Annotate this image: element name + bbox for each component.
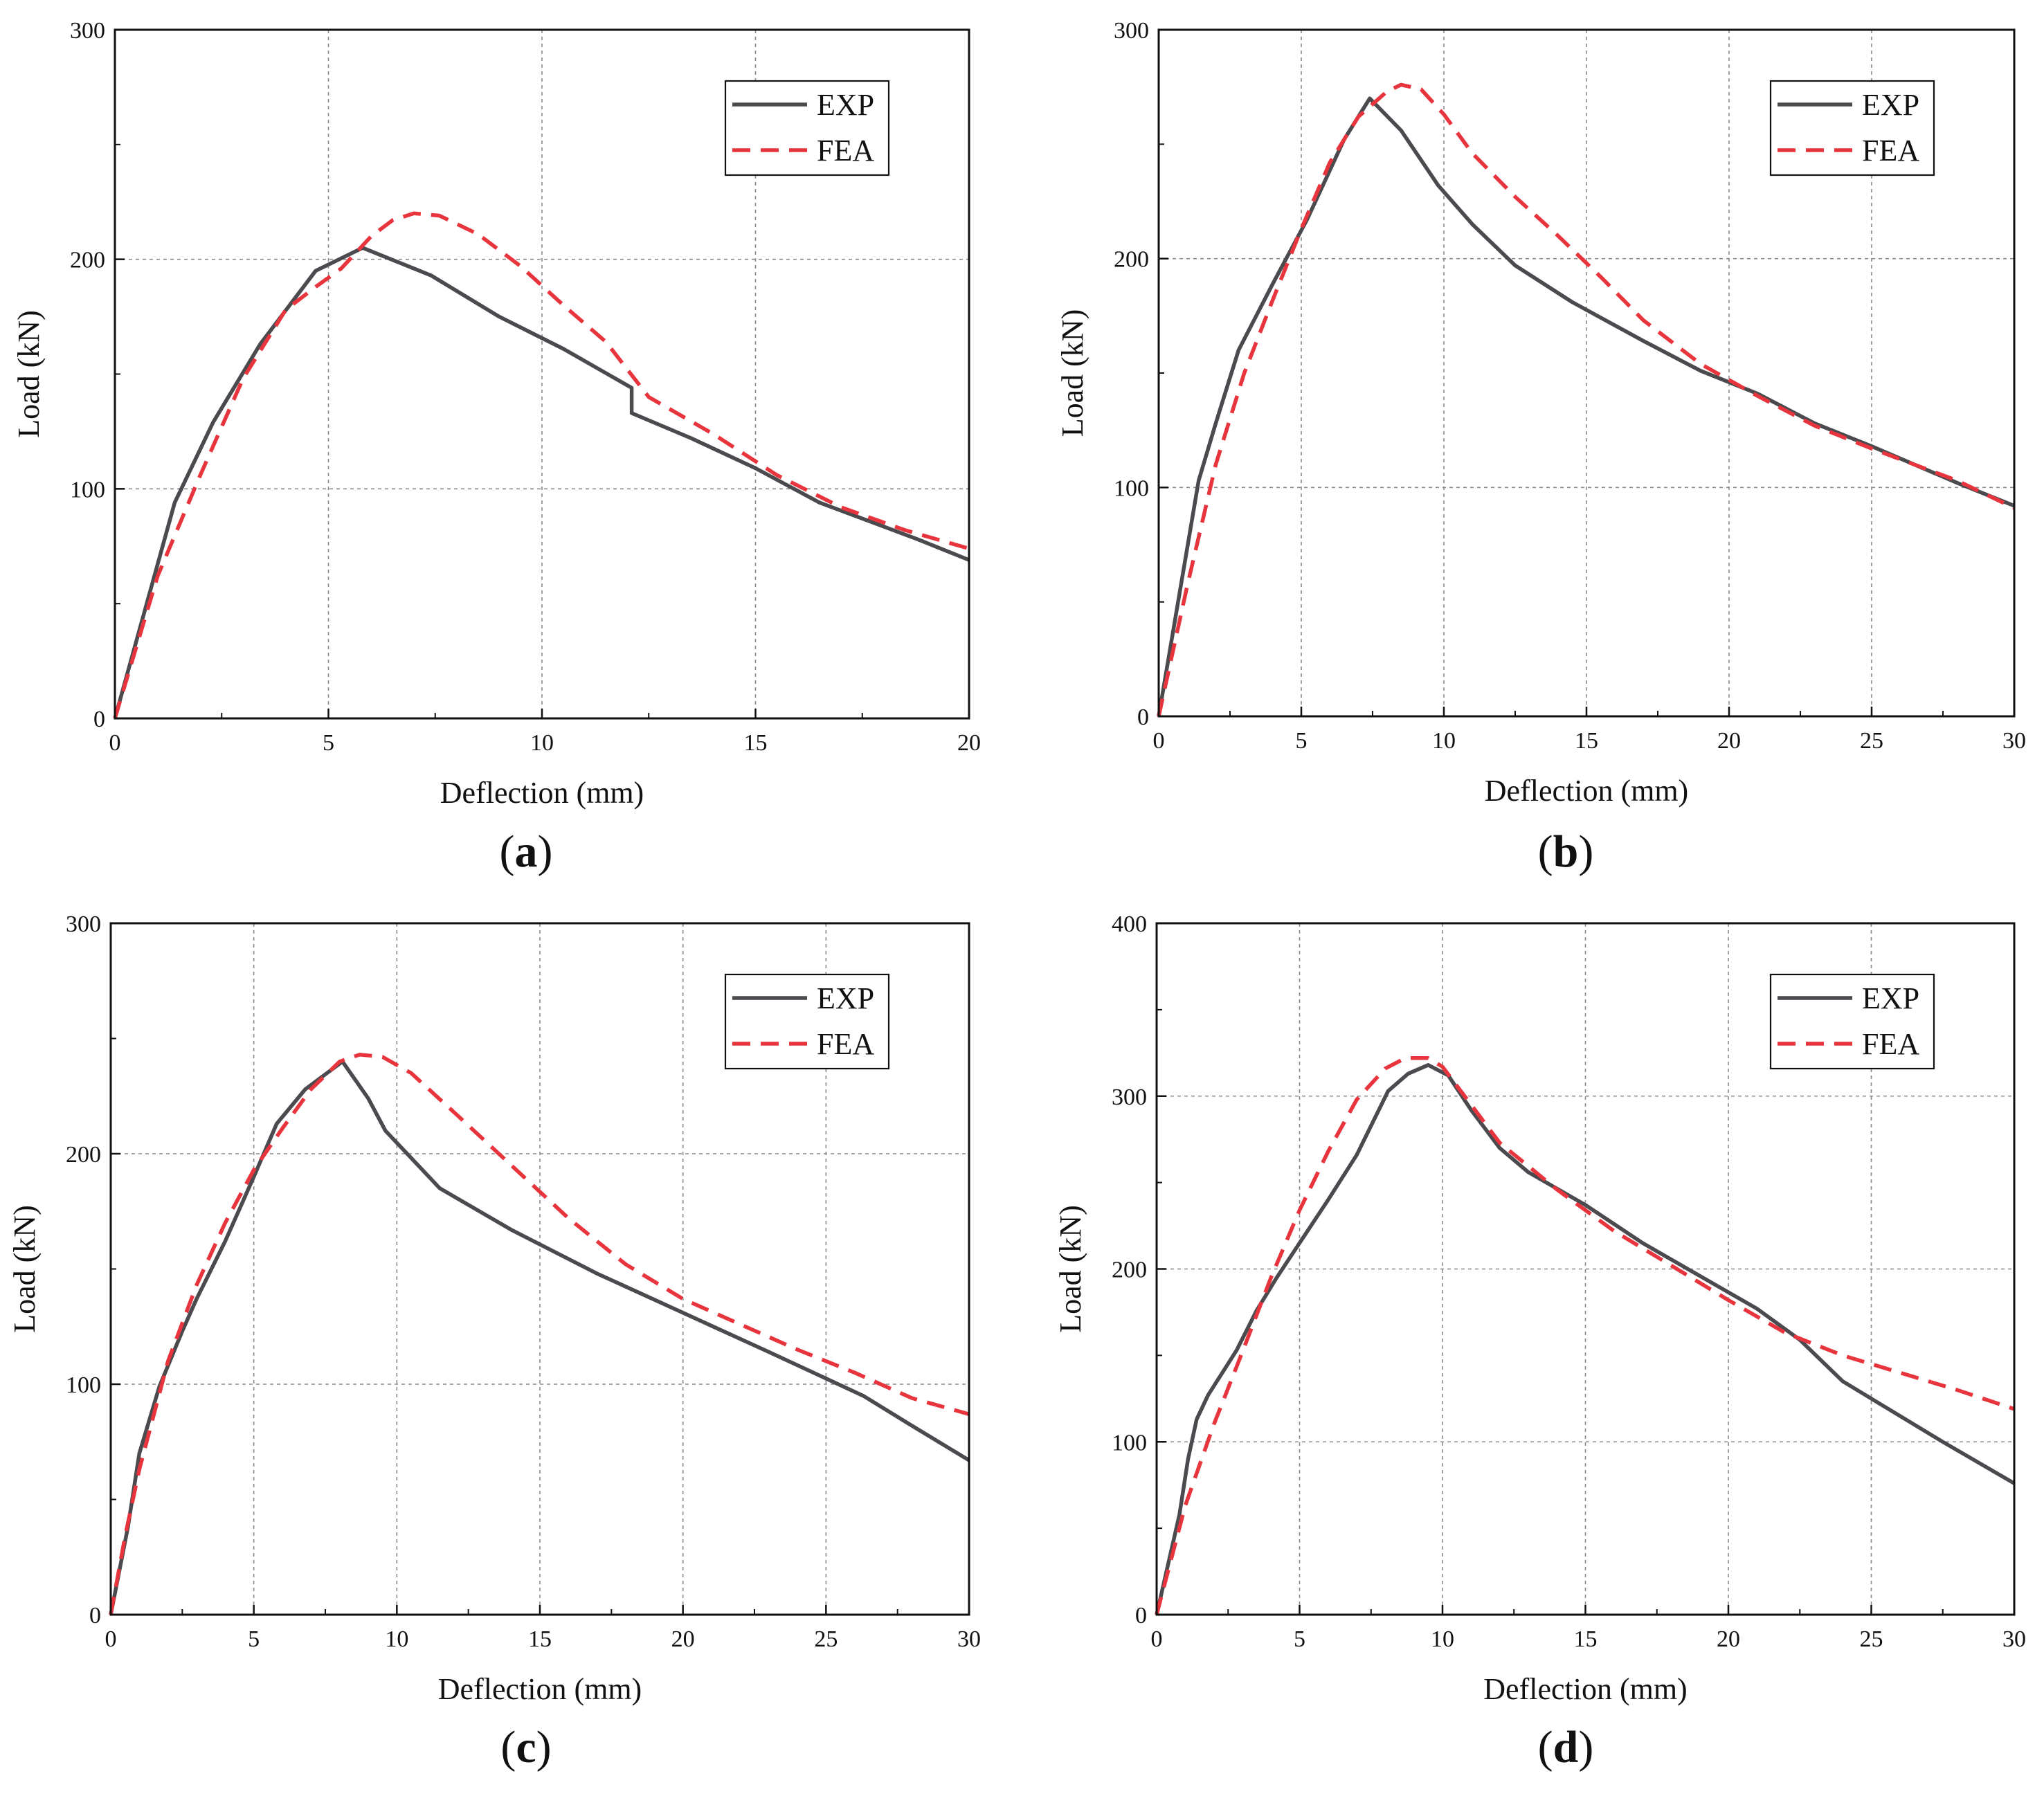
panel-c-legend-label-exp: EXP: [817, 981, 874, 1015]
panel-c-xtick-label: 10: [385, 1626, 408, 1652]
panel-d-legend: EXP FEA: [1769, 973, 1935, 1070]
panel-a-legend-label-exp: EXP: [817, 88, 874, 122]
panel-a-ytick-label: 200: [70, 248, 105, 273]
panel-a-ytick-label: 100: [70, 477, 105, 502]
panel-d-ytick-label: 100: [1112, 1430, 1147, 1455]
panel-d-xtick-label: 0: [1151, 1626, 1163, 1652]
panel-d-xtick-label: 20: [1717, 1626, 1740, 1652]
panel-d-xtick-label: 5: [1294, 1626, 1305, 1652]
panel-a-xtick-label: 0: [109, 730, 121, 756]
panel-c-xtick-label: 25: [814, 1626, 838, 1652]
panel-a-ytick-label: 300: [70, 18, 105, 44]
panel-c-caption: (c): [500, 1722, 551, 1772]
panel-c-xtick-label: 5: [248, 1626, 260, 1652]
panel-c-series-exp: [109, 1060, 970, 1615]
panel-c-ytick-label: 0: [89, 1603, 101, 1629]
panel-b-series-exp: [1157, 96, 2016, 717]
panel-d-ytick-label: 400: [1112, 911, 1147, 937]
panel-d-xtick-label: 15: [1574, 1626, 1598, 1652]
panel-c-legend-label-fea: FEA: [817, 1027, 874, 1061]
panel-b-xtick-label: 0: [1153, 728, 1165, 754]
panel-c-xtick-label: 0: [105, 1626, 117, 1652]
panel-d-legend-label-exp: EXP: [1862, 981, 1919, 1015]
panel-b-ylabel: Load (kN): [1056, 309, 1089, 437]
panel-b-legend: EXP FEA: [1769, 80, 1935, 176]
panel-a-xlabel: Deflection (mm): [440, 776, 644, 810]
panel-d-series-exp: [1155, 1063, 2016, 1615]
panel-c-series-fea: [109, 1053, 970, 1615]
panel-b-xtick-label: 5: [1296, 728, 1308, 754]
panel-a-xtick-label: 15: [744, 730, 768, 756]
panel-a-xtick-label: 10: [530, 730, 554, 756]
panel-d-series-fea: [1155, 1056, 2015, 1615]
panel-b-ytick-label: 200: [1114, 247, 1149, 273]
panel-d-xtick-label: 25: [1860, 1626, 1883, 1652]
panel-d-ylabel: Load (kN): [1053, 1205, 1087, 1333]
panel-d-ytick-label: 300: [1112, 1085, 1147, 1110]
panel-b-legend-box: [1769, 80, 1935, 176]
panel-c-legend: EXP FEA: [724, 973, 890, 1070]
panel-a-ylabel: Load (kN): [12, 310, 46, 438]
panel-b-xtick-label: 20: [1717, 728, 1741, 754]
panel-c-ytick-label: 300: [66, 911, 101, 937]
panel-d-legend-label-fea: FEA: [1862, 1027, 1919, 1061]
panel-b-xtick-label: 30: [2002, 728, 2026, 754]
panel-b-ytick-label: 100: [1114, 475, 1149, 501]
panel-b-ytick-label: 300: [1114, 18, 1149, 44]
panel-a-legend: EXP FEA: [724, 80, 890, 176]
panel-a-series-fea: [113, 211, 970, 719]
panel-b-xtick-label: 25: [1860, 728, 1883, 754]
panel-b-caption: (b): [1538, 826, 1594, 877]
panel-b-series-fea: [1157, 82, 2016, 717]
panel-c-legend-box: [724, 973, 890, 1070]
panel-d-xtick-label: 10: [1431, 1626, 1454, 1652]
panel-a-xtick-label: 5: [323, 730, 334, 756]
panel-b-xtick-label: 10: [1432, 728, 1456, 754]
panel-b-legend-label-exp: EXP: [1862, 88, 1919, 122]
panel-c-xtick-label: 20: [671, 1626, 695, 1652]
panel-a-ytick-label: 0: [93, 707, 105, 732]
panel-a-legend-label-fea: FEA: [817, 134, 874, 167]
panel-b-xlabel: Deflection (mm): [1485, 774, 1688, 808]
panel-d-legend-box: [1769, 973, 1935, 1070]
panel-d-xlabel: Deflection (mm): [1483, 1672, 1687, 1706]
panel-c-ylabel: Load (kN): [8, 1205, 42, 1333]
panel-a-xtick-label: 20: [957, 730, 981, 756]
panel-d-ytick-label: 200: [1112, 1258, 1147, 1283]
panel-b-xtick-label: 15: [1575, 728, 1598, 754]
panel-c-ytick-label: 100: [66, 1372, 101, 1398]
panel-a-caption: (a): [500, 826, 553, 877]
panel-d-xtick-label: 30: [2002, 1626, 2026, 1652]
panel-b-legend-label-fea: FEA: [1862, 134, 1919, 167]
panel-a-legend-box: [724, 80, 890, 176]
panel-c-xtick-label: 15: [528, 1626, 552, 1652]
panel-c-xtick-label: 30: [957, 1626, 981, 1652]
panel-b-ytick-label: 0: [1137, 705, 1149, 730]
panel-a-series-exp: [113, 246, 970, 719]
panel-d-caption: (d): [1538, 1722, 1594, 1772]
panel-d-ytick-label: 0: [1135, 1603, 1147, 1629]
panel-c-ytick-label: 200: [66, 1142, 101, 1168]
panel-c-xlabel: Deflection (mm): [438, 1672, 642, 1706]
